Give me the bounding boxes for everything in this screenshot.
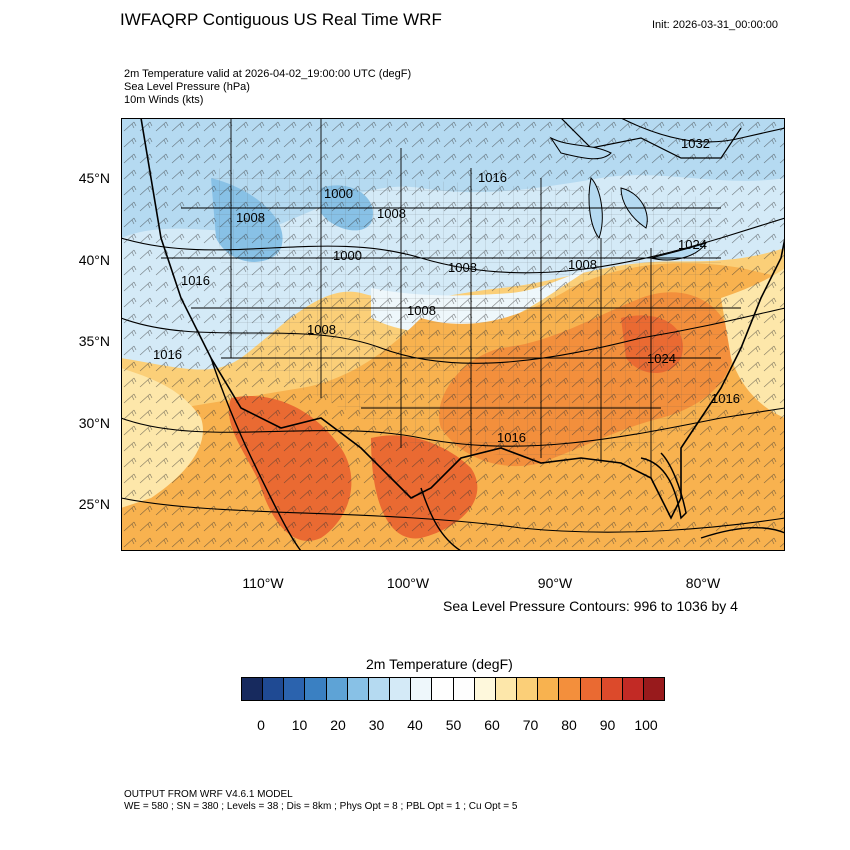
map-title: IWFAQRP Contiguous US Real Time WRF xyxy=(120,10,442,29)
colorbar-swatch xyxy=(453,678,475,700)
colorbar-swatch xyxy=(368,678,391,700)
subtitle-pressure: Sea Level Pressure (hPa) xyxy=(124,81,250,93)
colorbar-tick-label: 50 xyxy=(445,717,462,733)
colorbar-tick-label: 70 xyxy=(522,717,539,733)
pressure-label: 1024 xyxy=(678,237,707,252)
subtitle-temperature: 2m Temperature valid at 2026-04-02_19:00… xyxy=(124,68,412,80)
colorbar-swatch xyxy=(474,678,496,700)
colorbar-swatch xyxy=(432,678,454,700)
lon-label-100w: 100°W xyxy=(386,575,430,591)
pressure-label: 1008 xyxy=(568,257,597,272)
colorbar-tick-label: 0 xyxy=(257,717,265,733)
colorbar-swatch xyxy=(390,678,412,700)
footer-model: OUTPUT FROM WRF V4.6.1 MODEL xyxy=(124,789,293,800)
colorbar-tick-label: 60 xyxy=(484,717,500,733)
colorbar-tick-label: 30 xyxy=(368,717,385,733)
colorbar-swatch xyxy=(326,678,348,700)
colorbar-swatch xyxy=(559,678,581,700)
lat-label-30: 30°N xyxy=(78,415,110,431)
pressure-label: 1016 xyxy=(153,347,182,362)
colorbar-swatch xyxy=(305,678,327,700)
pressure-label: 1016 xyxy=(478,170,507,185)
colorbar-swatch xyxy=(495,678,518,700)
pressure-label: 1000 xyxy=(324,186,353,201)
colorbar-swatch xyxy=(601,678,623,700)
lat-label-40: 40°N xyxy=(78,252,110,268)
pressure-label: 1032 xyxy=(681,136,710,151)
pressure-label: 1008 xyxy=(236,210,265,225)
contour-note: Sea Level Pressure Contours: 996 to 1036… xyxy=(443,598,738,614)
lat-label-35: 35°N xyxy=(78,333,110,349)
pressure-label: 1008 xyxy=(407,303,436,318)
colorbar-tick-label: 90 xyxy=(599,717,616,733)
colorbar-tick-label: 40 xyxy=(407,717,423,733)
colorbar-swatch xyxy=(580,678,602,700)
colorbar-swatch xyxy=(263,678,285,700)
colorbar-swatch xyxy=(242,678,264,700)
colorbar-tick-label: 10 xyxy=(291,717,308,733)
colorbar-swatch xyxy=(517,678,539,700)
colorbar-swatch xyxy=(622,678,644,700)
pressure-label: 1008 xyxy=(448,260,477,275)
pressure-label: 1000 xyxy=(333,248,362,263)
lon-label-90w: 90°W xyxy=(537,575,573,591)
colorbar-tick-label: 20 xyxy=(330,717,346,733)
pressure-label: 1008 xyxy=(307,322,336,337)
colorbar-swatch xyxy=(284,678,306,700)
pressure-label: 1016 xyxy=(711,391,740,406)
temperature-colorbar xyxy=(241,677,665,701)
pressure-label: 1008 xyxy=(377,206,406,221)
pressure-label: 1016 xyxy=(181,273,210,288)
colorbar-swatch xyxy=(411,678,433,700)
init-time: Init: 2026-03-31_00:00:00 xyxy=(652,19,778,31)
colorbar-swatch xyxy=(347,678,369,700)
lat-label-45: 45°N xyxy=(78,170,110,186)
temperature-map: 1032 1016 1000 1008 1000 1008 1008 1024 … xyxy=(121,118,785,551)
colorbar-swatch xyxy=(538,678,560,700)
footer-config: WE = 580 ; SN = 380 ; Levels = 38 ; Dis … xyxy=(124,801,518,812)
colorbar-title: 2m Temperature (degF) xyxy=(366,656,513,672)
colorbar-swatch xyxy=(643,678,665,700)
lat-label-25: 25°N xyxy=(78,496,110,512)
colorbar-tick-label: 100 xyxy=(634,717,658,733)
lon-label-110w: 110°W xyxy=(242,575,284,591)
lon-label-80w: 80°W xyxy=(685,575,721,591)
map-panel: 1032 1016 1000 1008 1000 1008 1008 1024 … xyxy=(121,118,785,551)
pressure-label: 1016 xyxy=(497,430,526,445)
colorbar-tick-label: 80 xyxy=(561,717,577,733)
pressure-label: 1024 xyxy=(647,351,676,366)
subtitle-winds: 10m Winds (kts) xyxy=(124,94,204,106)
